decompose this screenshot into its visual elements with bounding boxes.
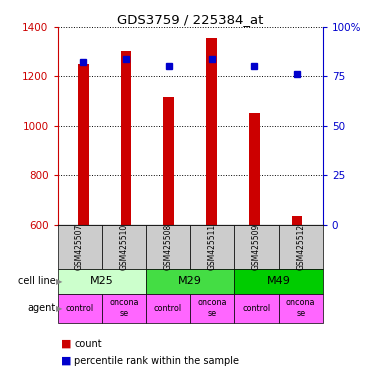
Text: control: control	[66, 304, 93, 313]
Text: control: control	[242, 304, 270, 313]
Text: oncona
se: oncona se	[197, 298, 227, 318]
Text: ▶: ▶	[56, 304, 63, 313]
Text: oncona
se: oncona se	[109, 298, 139, 318]
Text: ■: ■	[61, 339, 72, 349]
Text: GSM425508: GSM425508	[164, 223, 173, 270]
Text: GSM425510: GSM425510	[119, 223, 128, 270]
Text: M49: M49	[267, 276, 290, 286]
Bar	[78, 64, 89, 225]
Bar	[206, 38, 217, 225]
Text: GSM425511: GSM425511	[208, 223, 217, 270]
Text: count: count	[74, 339, 102, 349]
Text: M25: M25	[90, 276, 114, 286]
Text: ■: ■	[61, 356, 72, 366]
Text: GSM425507: GSM425507	[75, 223, 84, 270]
Text: percentile rank within the sample: percentile rank within the sample	[74, 356, 239, 366]
Title: GDS3759 / 225384_at: GDS3759 / 225384_at	[117, 13, 263, 26]
Text: agent: agent	[27, 303, 56, 313]
Bar	[292, 216, 302, 225]
Text: control: control	[154, 304, 182, 313]
Text: GSM425509: GSM425509	[252, 223, 261, 270]
Text: cell line: cell line	[18, 276, 56, 286]
Bar	[249, 113, 260, 225]
Text: M29: M29	[178, 276, 202, 286]
Text: oncona
se: oncona se	[286, 298, 315, 318]
Bar	[121, 51, 131, 225]
Text: GSM425512: GSM425512	[296, 223, 305, 270]
Text: ▶: ▶	[56, 277, 63, 286]
Bar	[163, 97, 174, 225]
